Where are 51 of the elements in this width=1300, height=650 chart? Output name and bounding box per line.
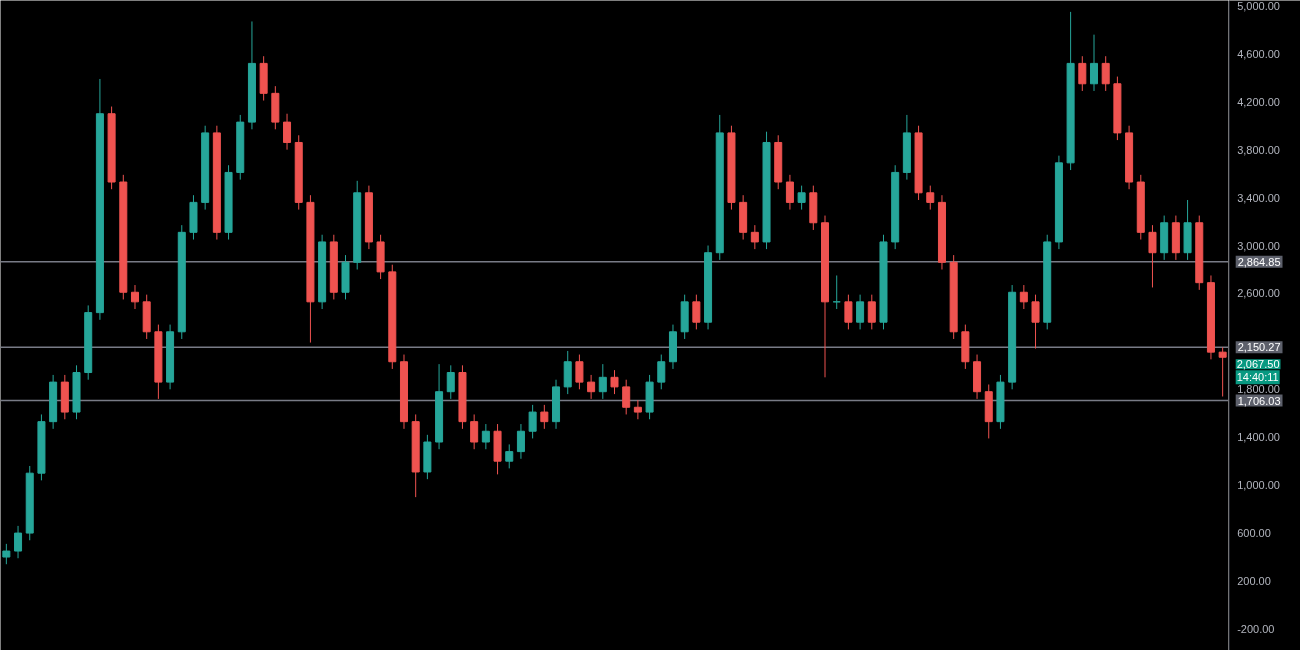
candlestick [1101,55,1110,92]
candlestick [598,363,607,400]
candlestick [633,399,642,420]
candlestick [1148,224,1157,288]
candlestick [481,423,490,450]
y-tick-label: 3,400.00 [1237,191,1280,204]
y-tick-label: 4,600.00 [1237,47,1280,60]
ref-line-label: 2,150.27 [1237,341,1281,354]
candlestick [692,294,701,330]
y-tick-label: 1,000.00 [1237,479,1280,492]
candlestick [750,224,759,250]
candlestick [14,525,23,559]
candlestick [1019,284,1028,310]
y-tick-label: 2,600.00 [1237,287,1280,300]
y-tick-label: 5,000.00 [1237,0,1280,12]
y-tick-label: -200.00 [1237,622,1275,635]
candlestick [446,364,455,400]
y-tick-label: 3,800.00 [1237,143,1280,156]
candlestick [1090,34,1099,92]
candlestick [622,379,631,415]
candlestick [470,413,479,450]
candlestick [587,374,596,400]
candlestick [516,423,525,460]
candlestick [610,369,619,395]
text: 2,067.50 [1236,358,1280,371]
candlestick [540,404,549,430]
candlestick [844,294,853,330]
candlestick [785,174,794,211]
ref-line-label: 1,706.03 [1237,394,1281,407]
candlestick [1078,55,1087,92]
candlestick [856,294,865,330]
text: 14:40:11 [1236,371,1279,384]
ref-line-label: 2,864.85 [1237,255,1281,268]
candlestick [657,354,666,390]
candlestick [505,443,514,469]
candlestick [1218,346,1227,397]
candlestick [528,404,537,439]
candlestick [1031,294,1040,350]
y-tick-label: 1,800.00 [1237,383,1280,396]
candlestick [283,113,292,151]
y-tick-label: 4,200.00 [1237,95,1280,108]
y-tick-label: 200.00 [1237,575,1271,588]
candlestick [130,284,139,310]
y-tick-label: 600.00 [1237,527,1271,540]
y-tick-label: 1,400.00 [1237,431,1280,444]
candlestick [867,294,876,330]
candlestick [2,543,11,565]
candlestick [575,354,584,390]
y-tick-label: 3,000.00 [1237,239,1280,252]
candlestick [926,185,935,211]
candlestick [797,185,806,211]
